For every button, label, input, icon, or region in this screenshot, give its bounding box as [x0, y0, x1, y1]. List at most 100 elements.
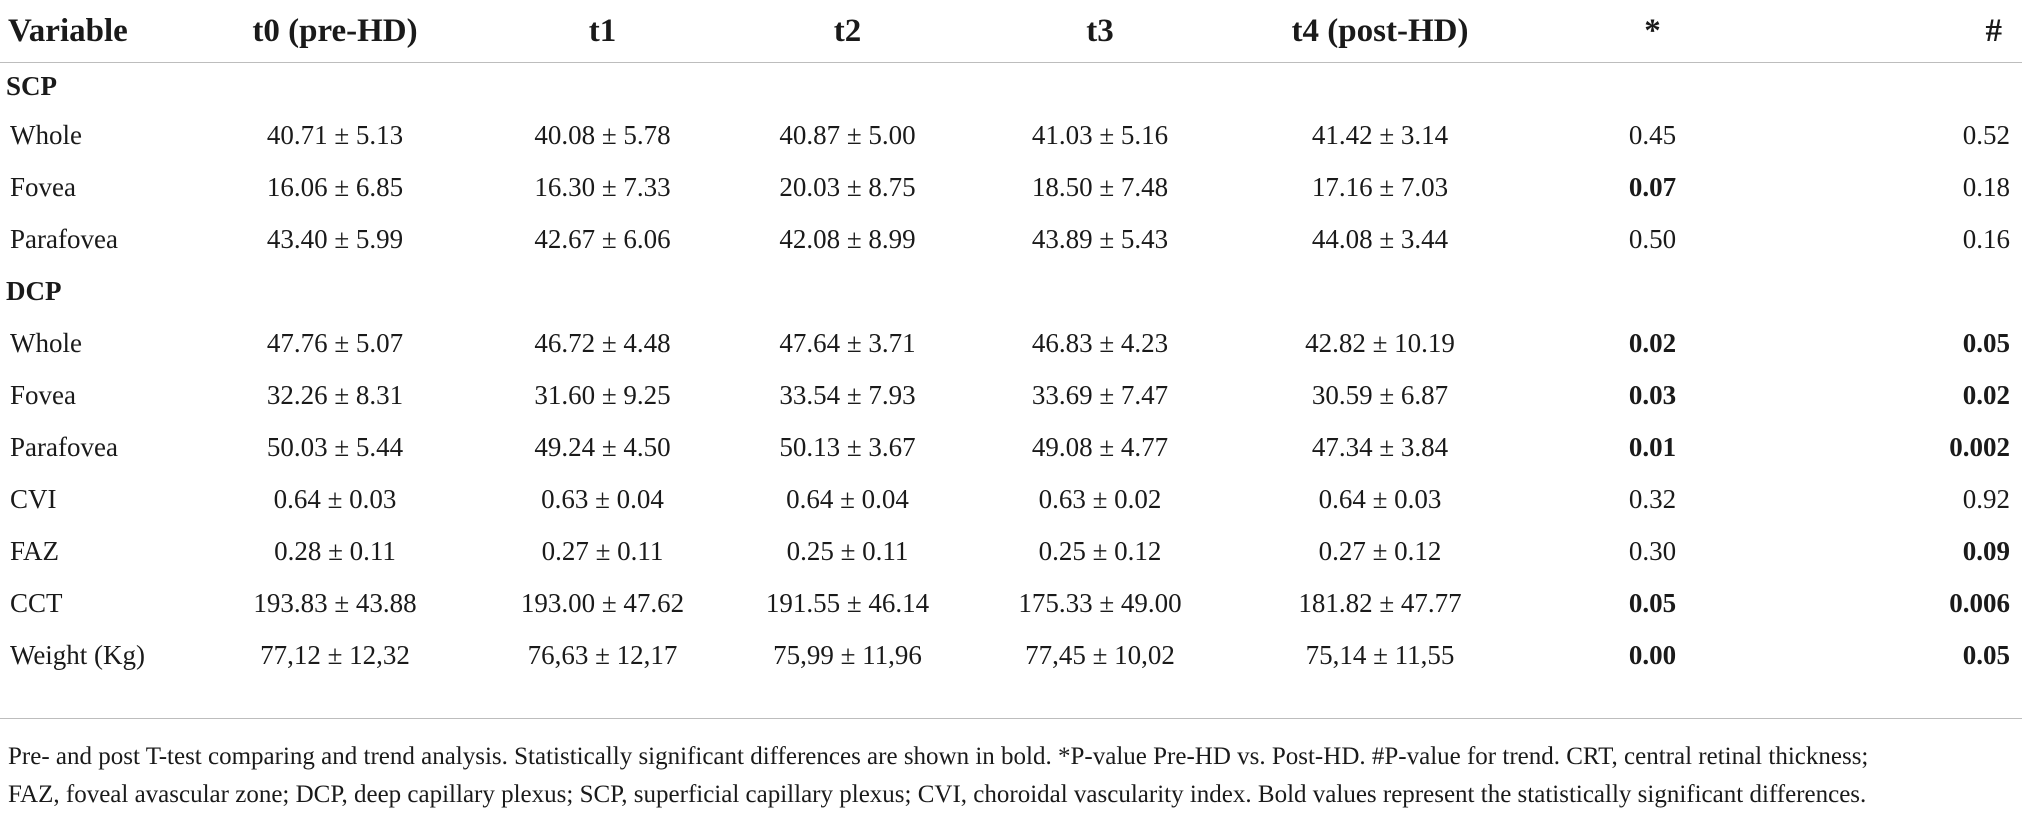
footnote-line-1: Pre- and post T-test comparing and trend…	[8, 743, 1869, 770]
table-bottom-divider	[0, 718, 2022, 719]
table-cell: 42.67 ± 6.06	[534, 223, 671, 254]
table-cell: 77,45 ± 10,02	[1025, 639, 1175, 670]
p-value-cell: 0.03	[1628, 379, 1677, 410]
p-trend-cell: 0.006	[1949, 587, 2010, 618]
table-cell: 175.33 ± 49.00	[1018, 587, 1182, 618]
table-cell: 16.06 ± 6.85	[266, 171, 404, 202]
footnote-line-2: FAZ, foveal avascular zone; DCP, deep ca…	[8, 781, 1867, 808]
table-cell: 0.25 ± 0.12	[1038, 535, 1162, 566]
table-cell: 50.13 ± 3.67	[779, 431, 916, 462]
table-cell: 41.03 ± 5.16	[1031, 119, 1169, 150]
table-cell: 30.59 ± 6.87	[1311, 379, 1449, 410]
table-cell: 20.03 ± 8.75	[779, 171, 916, 202]
table-cell: 31.60 ± 9.25	[534, 379, 671, 410]
p-trend-cell: 0.05	[1962, 327, 2010, 358]
row-label: Weight (Kg)	[10, 639, 146, 670]
table-row: Fovea 32.26 ± 8.31 31.60 ± 9.25 33.54 ± …	[0, 369, 2022, 421]
table-cell: 191.55 ± 46.14	[765, 587, 930, 618]
table-row: CVI 0.64 ± 0.03 0.63 ± 0.04 0.64 ± 0.04 …	[0, 473, 2022, 525]
table-row: Whole 40.71 ± 5.13 40.08 ± 5.78 40.87 ± …	[0, 109, 2022, 161]
p-trend-cell: 0.05	[1962, 639, 2010, 670]
section-row-dcp: DCP	[0, 265, 2022, 317]
col-header-p-trend: #	[1775, 0, 2022, 63]
col-header-t2: t2	[725, 0, 970, 63]
table-row: Parafovea 50.03 ± 5.44 49.24 ± 4.50 50.1…	[0, 421, 2022, 473]
table-footnote: Pre- and post T-test comparing and trend…	[8, 738, 2013, 814]
table-cell: 16.30 ± 7.33	[534, 171, 671, 202]
table-cell: 33.69 ± 7.47	[1031, 379, 1169, 410]
table-cell: 43.40 ± 5.99	[266, 223, 404, 254]
section-row-scp: SCP	[0, 63, 2022, 110]
table-cell: 193.83 ± 43.88	[253, 587, 417, 618]
table-cell: 0.28 ± 0.11	[274, 535, 396, 566]
col-header-t0: t0 (pre-HD)	[190, 0, 480, 63]
table-cell: 76,63 ± 12,17	[527, 639, 678, 670]
p-trend-cell: 0.92	[1962, 483, 2010, 514]
table-cell: 42.08 ± 8.99	[779, 223, 916, 254]
p-value-cell: 0.07	[1628, 171, 1677, 202]
table-cell: 0.64 ± 0.03	[273, 483, 397, 514]
table-row: Whole 47.76 ± 5.07 46.72 ± 4.48 47.64 ± …	[0, 317, 2022, 369]
row-label: Whole	[10, 119, 82, 150]
table-cell: 44.08 ± 3.44	[1311, 223, 1449, 254]
table-cell: 40.71 ± 5.13	[266, 119, 404, 150]
row-label: FAZ	[10, 535, 60, 566]
col-header-t4: t4 (post-HD)	[1230, 0, 1530, 63]
table-cell: 0.63 ± 0.02	[1038, 483, 1162, 514]
table-cell: 47.64 ± 3.71	[779, 327, 916, 358]
table-cell: 0.63 ± 0.04	[541, 483, 664, 514]
row-label: Fovea	[10, 379, 76, 410]
table-cell: 0.27 ± 0.11	[541, 535, 664, 566]
section-label-dcp: DCP	[6, 275, 62, 306]
table-row: CCT 193.83 ± 43.88 193.00 ± 47.62 191.55…	[0, 577, 2022, 629]
header-row: Variable t0 (pre-HD) t1 t2 t3 t4 (post-H…	[0, 0, 2022, 63]
p-trend-cell: 0.002	[1949, 431, 2010, 462]
p-value-cell: 0.30	[1628, 535, 1677, 566]
table-row: Parafovea 43.40 ± 5.99 42.67 ± 6.06 42.0…	[0, 213, 2022, 265]
row-label: Parafovea	[10, 431, 118, 462]
p-value-cell: 0.45	[1628, 119, 1677, 150]
table-cell: 49.24 ± 4.50	[534, 431, 671, 462]
col-header-t1: t1	[480, 0, 725, 63]
p-trend-cell: 0.52	[1962, 119, 2010, 150]
p-value-cell: 0.50	[1628, 223, 1677, 254]
table-cell: 43.89 ± 5.43	[1031, 223, 1169, 254]
table-cell: 181.82 ± 47.77	[1298, 587, 1462, 618]
table-cell: 0.27 ± 0.12	[1318, 535, 1442, 566]
row-label: CCT	[10, 587, 63, 618]
table-cell: 40.87 ± 5.00	[779, 119, 916, 150]
table-cell: 32.26 ± 8.31	[266, 379, 404, 410]
p-trend-cell: 0.02	[1962, 379, 2010, 410]
p-value-cell: 0.32	[1628, 483, 1677, 514]
row-label: Fovea	[10, 171, 76, 202]
p-trend-cell: 0.16	[1962, 223, 2010, 254]
results-table: Variable t0 (pre-HD) t1 t2 t3 t4 (post-H…	[0, 0, 2022, 681]
row-label: CVI	[10, 483, 57, 514]
table-cell: 17.16 ± 7.03	[1311, 171, 1449, 202]
table-cell: 47.34 ± 3.84	[1311, 431, 1449, 462]
col-header-p-pre-post: *	[1530, 0, 1775, 63]
row-label: Parafovea	[10, 223, 118, 254]
section-label-scp: SCP	[6, 70, 58, 101]
table-cell: 75,14 ± 11,55	[1305, 639, 1455, 670]
p-trend-cell: 0.18	[1962, 171, 2010, 202]
table-cell: 40.08 ± 5.78	[534, 119, 671, 150]
table-row: Fovea 16.06 ± 6.85 16.30 ± 7.33 20.03 ± …	[0, 161, 2022, 213]
table-cell: 46.72 ± 4.48	[534, 327, 671, 358]
p-trend-cell: 0.09	[1962, 535, 2010, 566]
table-cell: 50.03 ± 5.44	[266, 431, 404, 462]
col-header-t3: t3	[970, 0, 1230, 63]
table-cell: 41.42 ± 3.14	[1311, 119, 1449, 150]
p-value-cell: 0.01	[1628, 431, 1677, 462]
table-cell: 49.08 ± 4.77	[1031, 431, 1169, 462]
table-cell: 33.54 ± 7.93	[779, 379, 916, 410]
table-cell: 18.50 ± 7.48	[1031, 171, 1169, 202]
table-row: Weight (Kg) 77,12 ± 12,32 76,63 ± 12,17 …	[0, 629, 2022, 681]
p-value-cell: 0.00	[1628, 639, 1677, 670]
table-cell: 77,12 ± 12,32	[260, 639, 410, 670]
p-value-cell: 0.05	[1628, 587, 1677, 618]
table-cell: 0.64 ± 0.04	[786, 483, 909, 514]
row-label: Whole	[10, 327, 82, 358]
table-cell: 47.76 ± 5.07	[266, 327, 404, 358]
